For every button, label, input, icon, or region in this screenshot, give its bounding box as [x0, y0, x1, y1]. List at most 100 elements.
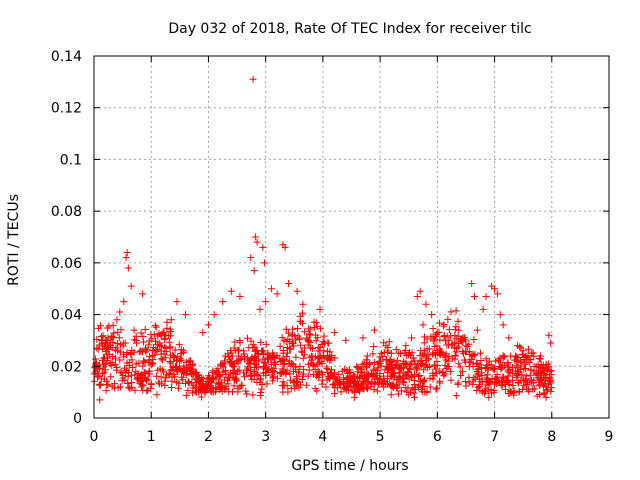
data-point: [370, 326, 378, 334]
data-point: [230, 366, 238, 374]
data-point: [173, 357, 181, 365]
data-point: [311, 362, 319, 370]
data-point: [249, 75, 257, 83]
data-point: [175, 379, 183, 387]
data-point: [199, 329, 207, 337]
data-point: [395, 361, 403, 369]
data-point: [411, 372, 419, 380]
data-point: [410, 386, 418, 394]
data-point: [313, 387, 321, 395]
data-point: [492, 375, 500, 383]
data-point: [291, 384, 299, 392]
data-point: [389, 384, 397, 392]
data-point: [454, 332, 462, 340]
data-point: [416, 371, 424, 379]
data-point: [173, 366, 181, 374]
data-point: [113, 316, 121, 324]
data-point: [300, 365, 308, 373]
data-point: [148, 335, 156, 343]
data-point: [127, 282, 135, 290]
data-point: [458, 367, 466, 375]
data-point: [138, 347, 146, 355]
data-point: [406, 365, 414, 373]
data-point: [125, 383, 133, 391]
data-point: [476, 349, 484, 357]
data-point: [547, 371, 555, 379]
data-point: [529, 349, 537, 357]
data-point: [496, 311, 504, 319]
data-point: [100, 368, 108, 376]
data-point: [302, 334, 310, 342]
data-point: [440, 372, 448, 380]
data-point: [453, 344, 461, 352]
data-point: [212, 375, 220, 383]
data-point: [512, 352, 520, 360]
data-point: [547, 339, 555, 347]
data-point: [452, 323, 460, 331]
data-point: [517, 359, 525, 367]
data-point: [316, 305, 324, 313]
data-point: [116, 356, 124, 364]
data-point: [107, 373, 115, 381]
data-point: [417, 361, 425, 369]
data-point: [432, 385, 440, 393]
data-point: [230, 382, 238, 390]
data-point: [186, 361, 194, 369]
data-point: [276, 369, 284, 377]
data-point: [397, 387, 405, 395]
data-point: [197, 393, 205, 401]
data-point: [309, 371, 317, 379]
data-point: [330, 329, 338, 337]
data-point: [436, 377, 444, 385]
data-point: [426, 383, 434, 391]
data-point: [454, 380, 462, 388]
data-point: [278, 334, 286, 342]
data-point: [283, 366, 291, 374]
data-point: [455, 326, 463, 334]
data-point: [259, 243, 267, 251]
data-point: [165, 332, 173, 340]
data-point: [256, 378, 264, 386]
data-point: [189, 384, 197, 392]
data-point: [160, 329, 168, 337]
data-point: [366, 360, 374, 368]
data-point: [260, 350, 268, 358]
data-point: [441, 353, 449, 361]
data-point: [387, 358, 395, 366]
data-point: [293, 324, 301, 332]
data-point: [156, 341, 164, 349]
data-point: [276, 342, 284, 350]
data-point: [283, 344, 291, 352]
data-point: [317, 325, 325, 333]
data-point: [424, 355, 432, 363]
data-point: [457, 371, 465, 379]
data-point: [324, 365, 332, 373]
data-point: [490, 388, 498, 396]
data-point: [400, 375, 408, 383]
y-tick-label: 0.14: [51, 49, 82, 65]
data-point: [272, 360, 280, 368]
data-point: [504, 376, 512, 384]
data-point: [416, 378, 424, 385]
data-point: [113, 363, 121, 371]
data-point: [374, 360, 382, 368]
data-point: [541, 375, 549, 383]
data-point: [284, 329, 292, 337]
data-point: [465, 379, 473, 387]
data-point: [478, 369, 486, 377]
data-point: [474, 371, 482, 379]
data-point: [186, 367, 194, 375]
data-point: [104, 324, 112, 332]
data-point: [499, 381, 507, 389]
data-point: [315, 371, 323, 379]
data-point: [396, 350, 404, 358]
data-point: [130, 348, 138, 356]
data-point: [401, 359, 409, 367]
data-point: [177, 356, 185, 364]
data-point: [382, 356, 390, 364]
data-point: [433, 384, 441, 392]
data-point: [439, 322, 447, 330]
data-point: [445, 326, 453, 334]
data-point: [327, 369, 335, 377]
